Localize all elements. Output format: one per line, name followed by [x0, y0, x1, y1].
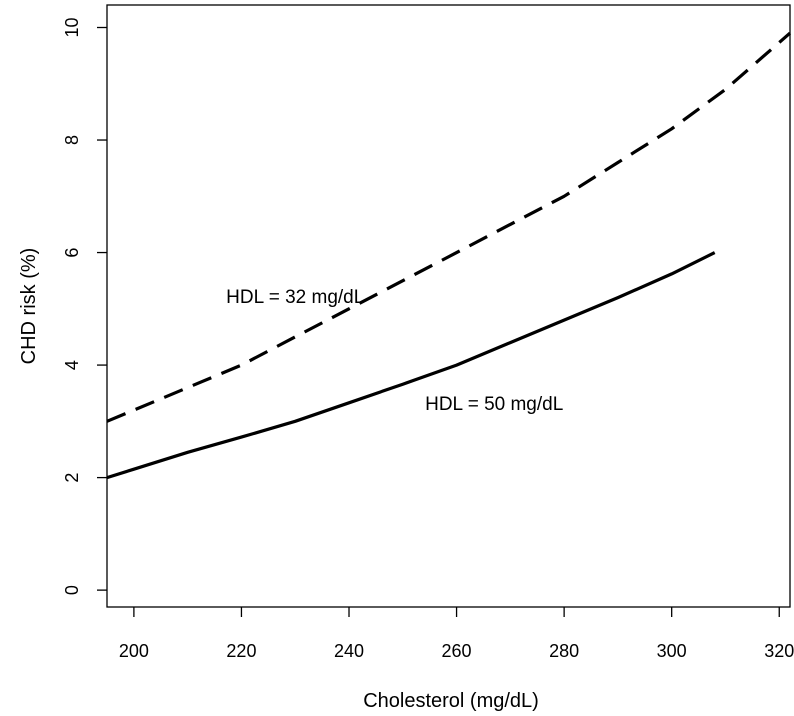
solid-series-line	[106, 251, 716, 480]
y-tick-label: 0	[62, 585, 82, 595]
x-tick-label: 220	[226, 641, 256, 661]
y-tick-label: 8	[62, 135, 82, 145]
x-tick-label: 280	[549, 641, 579, 661]
x-tick-label: 260	[442, 641, 472, 661]
x-tick-label: 320	[764, 641, 794, 661]
y-tick-label: 2	[62, 473, 82, 483]
x-axis-title: Cholesterol (mg/dL)	[363, 690, 539, 712]
x-tick-label: 200	[119, 641, 149, 661]
x-tick-label: 300	[657, 641, 687, 661]
plot-frame	[106, 4, 791, 608]
annotation-layer: HDL = 32 mg/dL HDL = 50 mg/dL	[226, 287, 563, 415]
x-tick-label: 240	[334, 641, 364, 661]
series-layer	[106, 31, 792, 480]
series-annotation: HDL = 32 mg/dL	[226, 287, 364, 308]
x-axis: 200 220 240 260 280 300 320	[119, 607, 794, 661]
y-axis: 0 2 4 6 8 10	[62, 17, 107, 595]
y-tick-label: 10	[62, 17, 82, 37]
y-tick-label: 6	[62, 248, 82, 258]
series-annotation: HDL = 50 mg/dL	[425, 394, 563, 415]
dashed-series-line	[106, 31, 792, 423]
y-axis-title: CHD risk (%)	[18, 248, 40, 365]
y-tick-label: 4	[62, 360, 82, 370]
